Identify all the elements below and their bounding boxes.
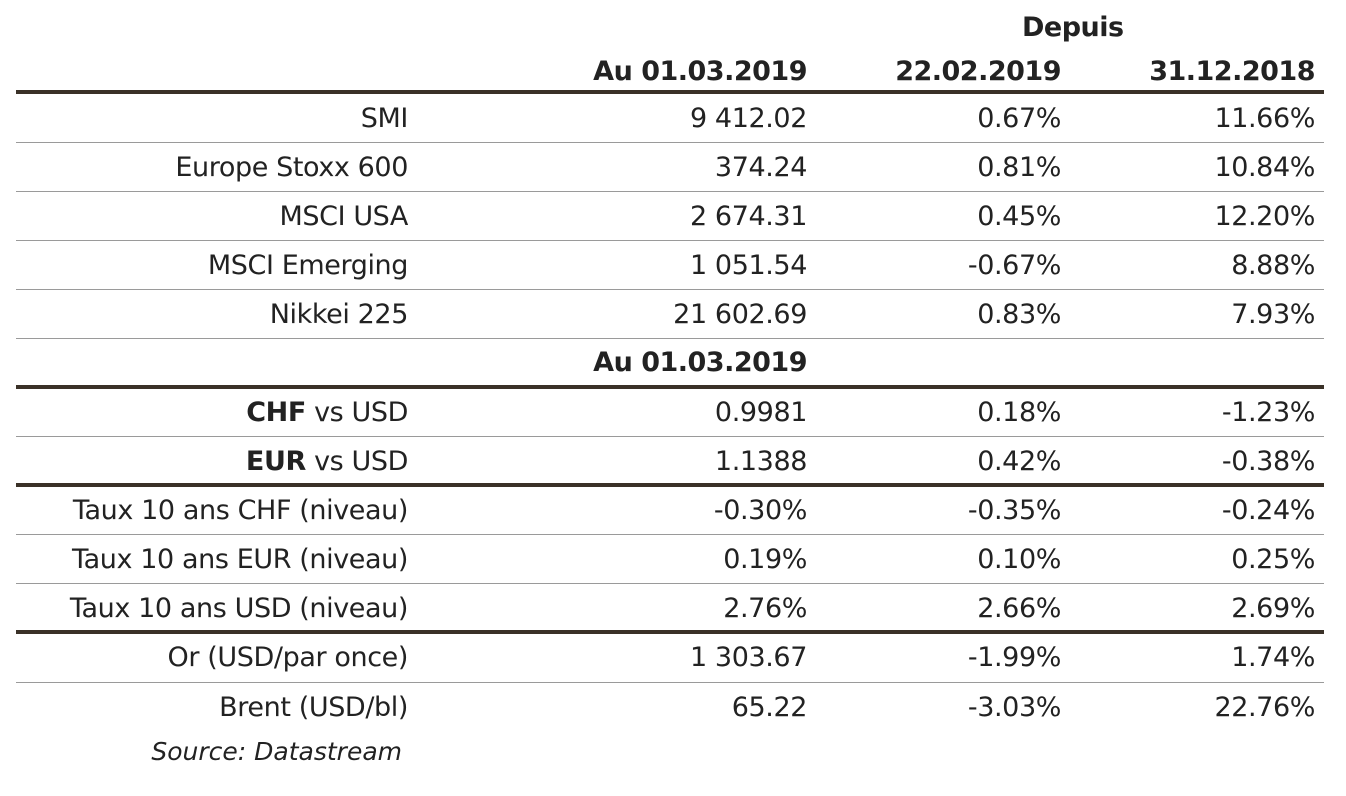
currency-code: EUR	[245, 446, 306, 477]
row-divider	[16, 583, 1324, 584]
section-rule	[16, 483, 1324, 487]
row-value-ytd: 8.88%	[1231, 250, 1315, 281]
row-value-level: 21 602.69	[673, 299, 807, 330]
table-row: Brent (USD/bl) 65.22 -3.03% 22.76%	[0, 683, 1346, 732]
row-value-ytd: 2.69%	[1231, 593, 1315, 624]
table-row: MSCI Emerging 1 051.54 -0.67% 8.88%	[0, 241, 1346, 290]
table-row: EUR vs USD 1.1388 0.42% -0.38%	[0, 437, 1346, 486]
row-label: EUR vs USD	[0, 437, 408, 486]
row-label: Taux 10 ans CHF (niveau)	[72, 495, 408, 526]
table-row: Taux 10 ans CHF (niveau) -0.30% -0.35% -…	[0, 486, 1346, 535]
row-label: Nikkei 225	[269, 299, 409, 330]
row-label: MSCI Emerging	[207, 250, 409, 281]
row-value-week: 2.66%	[977, 593, 1061, 624]
row-value-week: 0.67%	[977, 103, 1061, 134]
header-depuis: Depuis	[1022, 12, 1124, 43]
currency-code: CHF	[246, 397, 306, 428]
table-row: Nikkei 225 21 602.69 0.83% 7.93%	[0, 290, 1346, 339]
section-subheader: Au 01.03.2019	[593, 347, 807, 378]
row-value-level: 9 412.02	[689, 103, 807, 134]
section-rule	[16, 630, 1324, 634]
row-divider	[16, 436, 1324, 437]
row-label: Taux 10 ans EUR (niveau)	[72, 544, 408, 575]
row-value-ytd: 7.93%	[1231, 299, 1315, 330]
row-divider	[16, 240, 1324, 241]
row-value-ytd: 22.76%	[1214, 692, 1315, 723]
row-value-week: 0.10%	[977, 544, 1061, 575]
table-row: CHF vs USD 0.9981 0.18% -1.23%	[0, 388, 1346, 437]
row-value-level: 0.19%	[723, 544, 807, 575]
header-col-since-week: 22.02.2019	[895, 56, 1061, 87]
row-value-week: 0.83%	[977, 299, 1061, 330]
row-label: Taux 10 ans USD (niveau)	[69, 593, 408, 624]
row-value-ytd: 11.66%	[1214, 103, 1315, 134]
row-divider	[16, 142, 1324, 143]
row-value-week: -3.03%	[967, 692, 1062, 723]
table-row: Europe Stoxx 600 374.24 0.81% 10.84%	[0, 143, 1346, 192]
header-col-au-date: Au 01.03.2019	[593, 56, 807, 87]
source-note: Source: Datastream	[151, 737, 402, 766]
table-row: Or (USD/par once) 1 303.67 -1.99% 1.74%	[0, 633, 1346, 682]
table-row: SMI 9 412.02 0.67% 11.66%	[0, 94, 1346, 143]
row-value-level: 1.1388	[714, 446, 807, 477]
row-value-ytd: 10.84%	[1214, 152, 1315, 183]
header-rule	[16, 90, 1324, 94]
row-value-week: 0.45%	[977, 201, 1061, 232]
row-value-level: 374.24	[714, 152, 807, 183]
row-value-level: 2 674.31	[689, 201, 807, 232]
row-label: Europe Stoxx 600	[175, 152, 408, 183]
row-value-level: 2.76%	[723, 593, 807, 624]
row-label: CHF vs USD	[0, 388, 408, 437]
table-row: Taux 10 ans USD (niveau) 2.76% 2.66% 2.6…	[0, 584, 1346, 633]
currency-pair-rest: vs USD	[305, 397, 408, 428]
row-value-week: 0.81%	[977, 152, 1061, 183]
row-value-week: 0.18%	[977, 397, 1061, 428]
row-value-week: -0.67%	[967, 250, 1062, 281]
row-divider	[16, 338, 1324, 339]
row-value-ytd: 0.25%	[1231, 544, 1315, 575]
table-row: Taux 10 ans EUR (niveau) 0.19% 0.10% 0.2…	[0, 535, 1346, 584]
row-divider	[16, 289, 1324, 290]
row-label: Or (USD/par once)	[167, 642, 409, 673]
row-value-level: 0.9981	[714, 397, 807, 428]
section-rule	[16, 385, 1324, 389]
row-value-week: 0.42%	[977, 446, 1061, 477]
row-value-ytd: 12.20%	[1214, 201, 1315, 232]
row-divider	[16, 191, 1324, 192]
row-divider	[16, 534, 1324, 535]
header-col-since-year: 31.12.2018	[1149, 56, 1315, 87]
table-row: MSCI USA 2 674.31 0.45% 12.20%	[0, 192, 1346, 241]
row-value-ytd: -1.23%	[1221, 397, 1316, 428]
row-label: MSCI USA	[279, 201, 408, 232]
row-divider	[16, 682, 1324, 683]
row-value-week: -0.35%	[967, 495, 1062, 526]
row-label: SMI	[360, 103, 409, 134]
row-value-ytd: -0.24%	[1221, 495, 1316, 526]
row-value-week: -1.99%	[967, 642, 1062, 673]
row-value-level: -0.30%	[713, 495, 808, 526]
row-value-level: 65.22	[731, 692, 808, 723]
row-label: Brent (USD/bl)	[219, 692, 408, 723]
row-value-level: 1 303.67	[689, 642, 807, 673]
row-value-ytd: 1.74%	[1231, 642, 1315, 673]
row-value-ytd: -0.38%	[1221, 446, 1316, 477]
row-value-level: 1 051.54	[689, 250, 807, 281]
currency-pair-rest: vs USD	[305, 446, 408, 477]
